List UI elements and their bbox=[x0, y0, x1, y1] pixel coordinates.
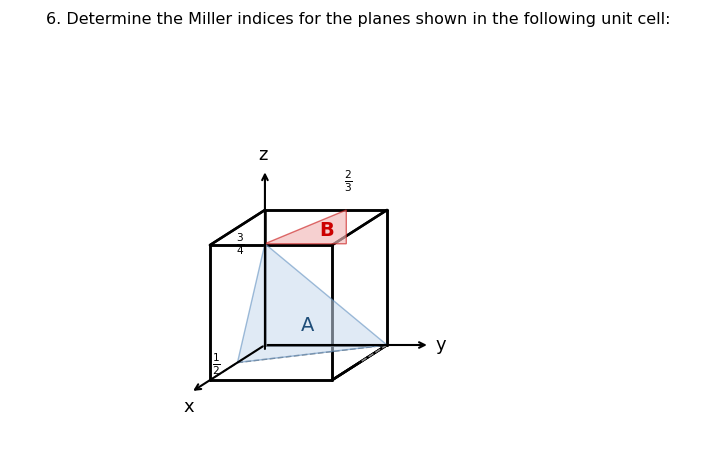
Text: x: x bbox=[184, 399, 194, 417]
Text: $\frac{2}{3}$: $\frac{2}{3}$ bbox=[343, 169, 353, 194]
Polygon shape bbox=[265, 210, 346, 244]
Polygon shape bbox=[237, 244, 387, 362]
Text: z: z bbox=[258, 145, 268, 163]
Text: $\frac{3}{4}$: $\frac{3}{4}$ bbox=[237, 231, 245, 256]
Text: 6. Determine the Miller indices for the planes shown in the following unit cell:: 6. Determine the Miller indices for the … bbox=[47, 12, 670, 27]
Text: y: y bbox=[435, 336, 446, 354]
Text: $\frac{1}{2}$: $\frac{1}{2}$ bbox=[212, 352, 221, 377]
Text: A: A bbox=[300, 315, 314, 334]
Text: B: B bbox=[319, 221, 334, 240]
